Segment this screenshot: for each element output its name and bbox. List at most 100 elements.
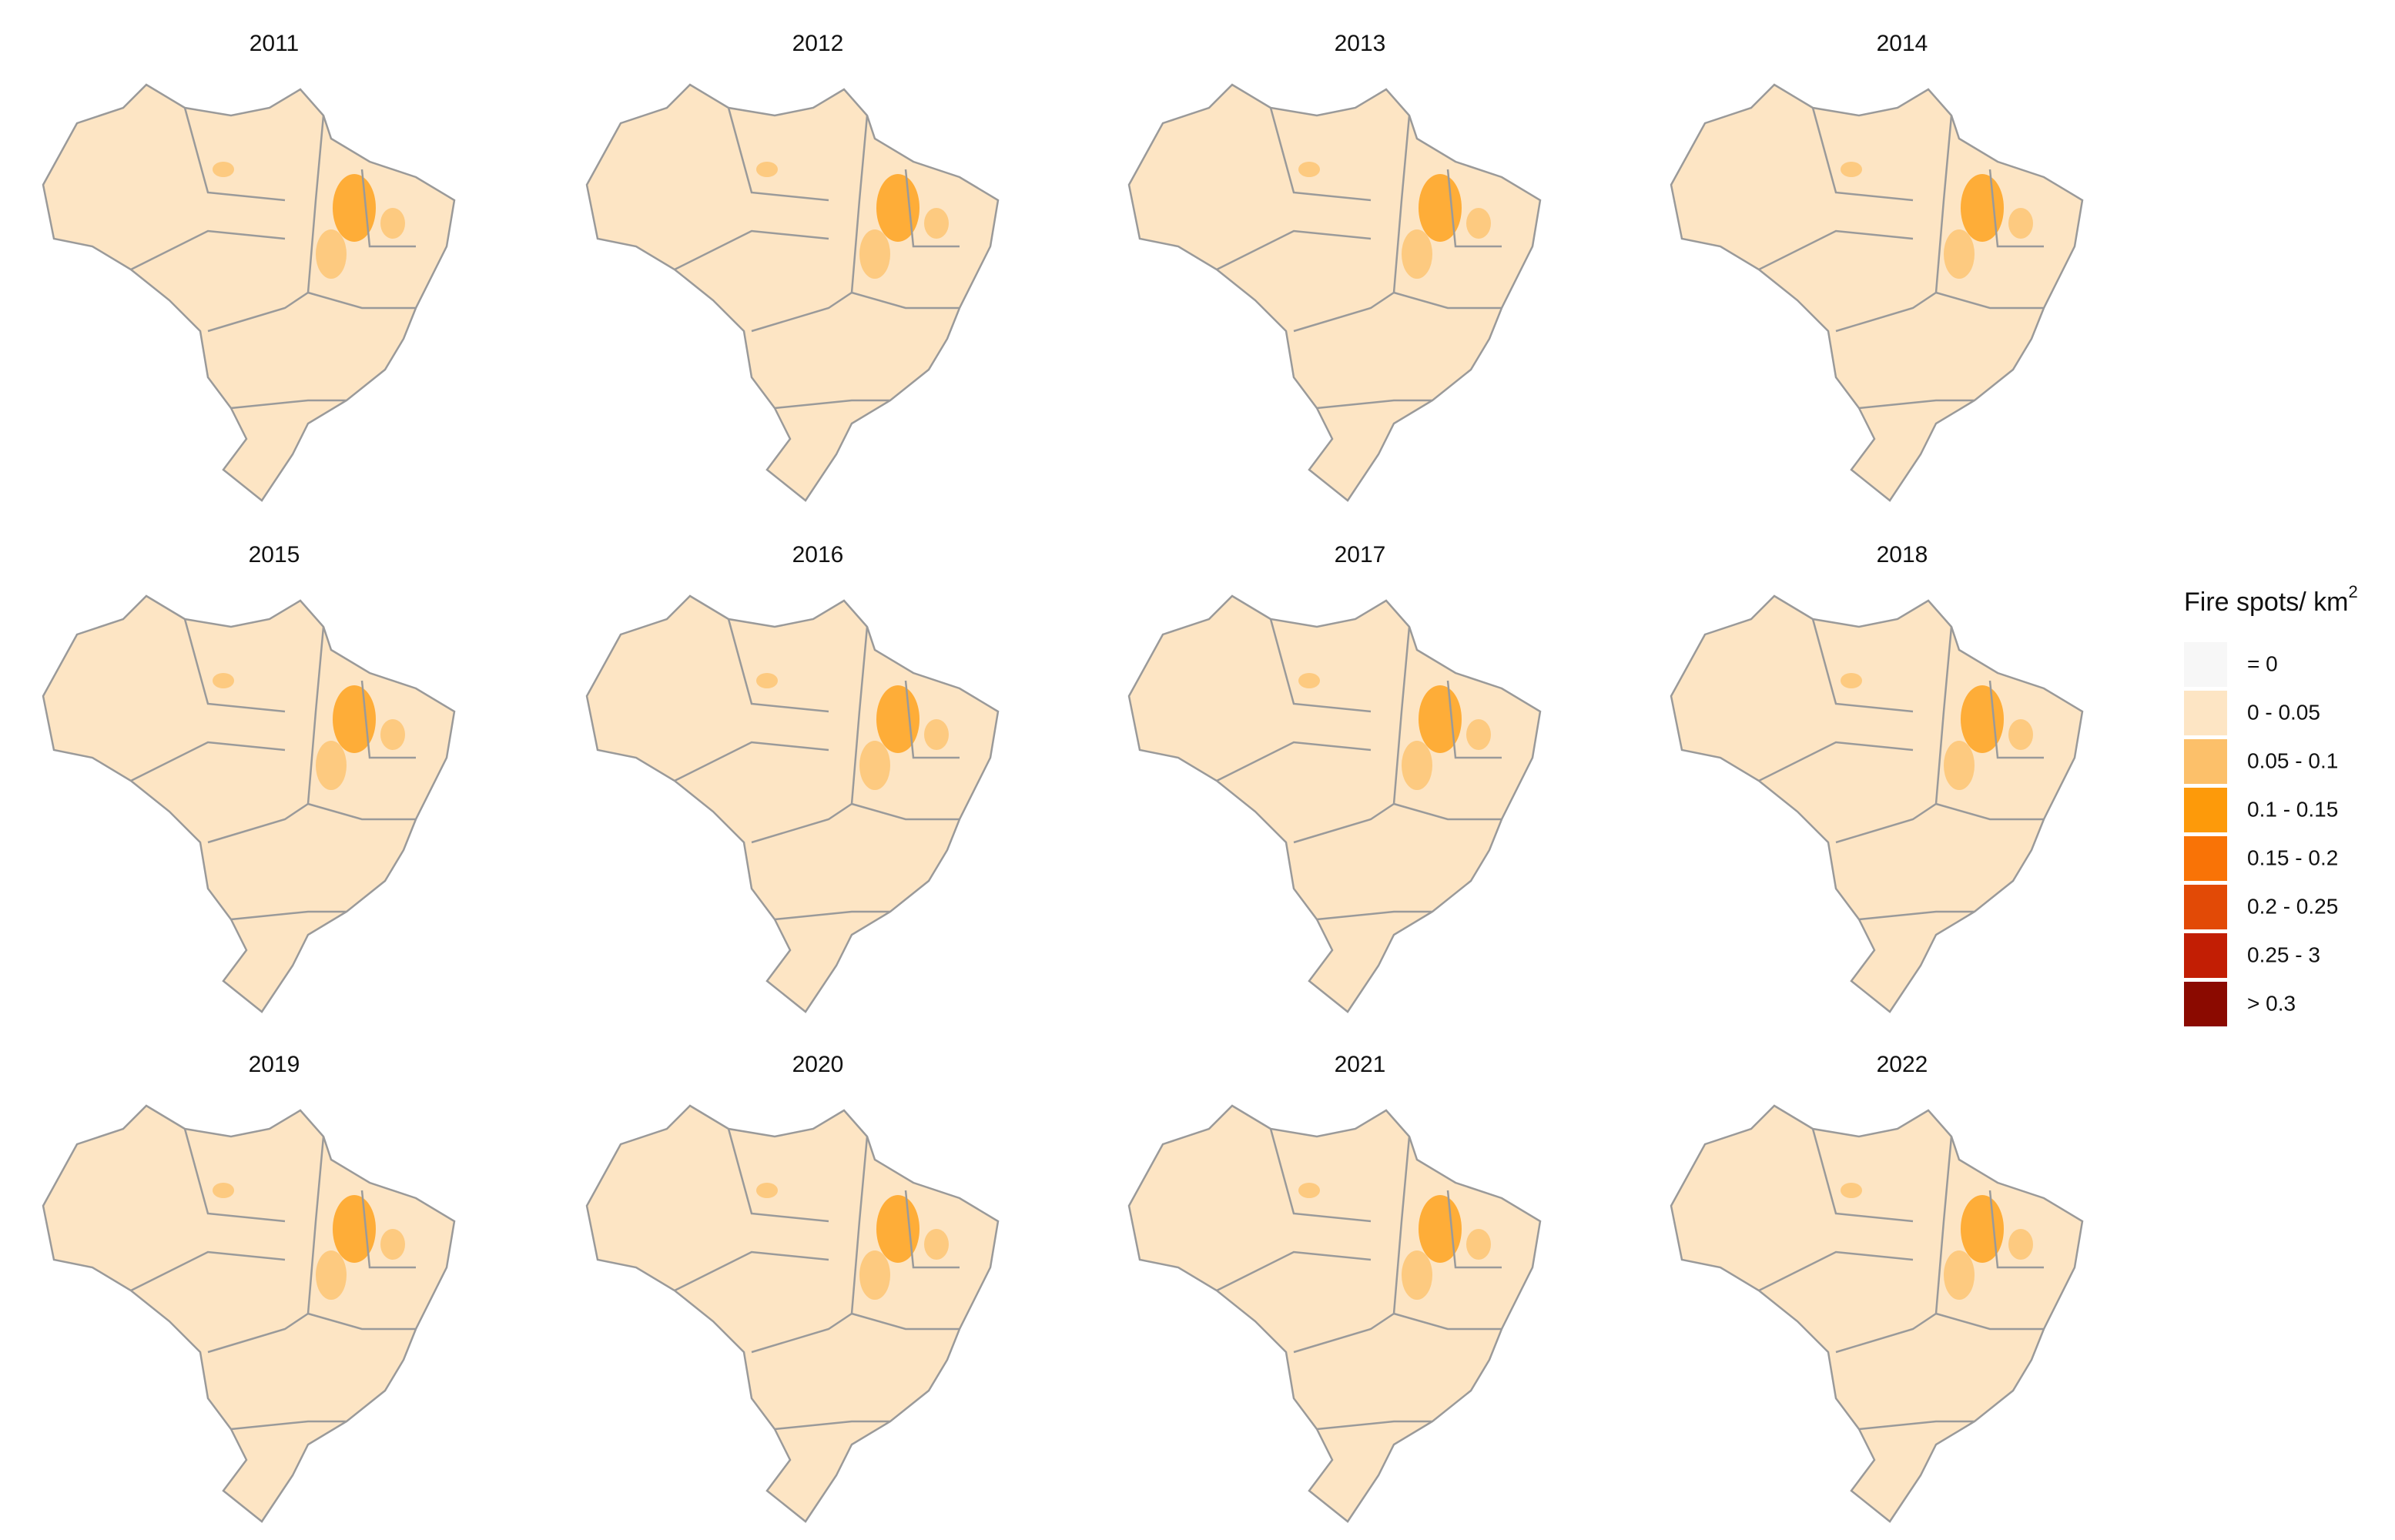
panel-title: 2020 bbox=[792, 1052, 844, 1077]
map bbox=[1127, 1104, 1542, 1523]
state-border bbox=[183, 107, 286, 202]
state-border bbox=[1216, 229, 1372, 271]
fire-area bbox=[1402, 229, 1432, 279]
state-border bbox=[1811, 618, 1914, 713]
state-border bbox=[1392, 626, 1411, 805]
fire-area bbox=[1419, 685, 1462, 753]
state-border bbox=[1392, 1136, 1411, 1314]
panel-title: 2022 bbox=[1877, 1052, 1928, 1077]
fire-area bbox=[1944, 1250, 1975, 1300]
country-shape bbox=[1670, 1104, 2084, 1523]
state-border bbox=[1316, 910, 1432, 921]
legend-swatch bbox=[2184, 642, 2227, 687]
state-border bbox=[774, 399, 890, 410]
state-border bbox=[1293, 291, 1395, 333]
fire-area bbox=[859, 1250, 890, 1300]
state-border bbox=[774, 1420, 890, 1431]
state-border bbox=[1934, 115, 1953, 293]
fire-area bbox=[2008, 1229, 2033, 1260]
fire-area bbox=[859, 741, 890, 790]
state-border bbox=[306, 626, 325, 805]
state-border bbox=[727, 618, 829, 713]
map bbox=[585, 594, 1000, 1013]
fire-area bbox=[1961, 174, 2004, 242]
panel-title: 2016 bbox=[792, 542, 844, 567]
country-shape bbox=[1127, 83, 1542, 502]
legend-swatch bbox=[2184, 885, 2227, 929]
state-border bbox=[774, 910, 890, 921]
state-border bbox=[1835, 802, 1937, 844]
fire-area bbox=[316, 229, 347, 279]
country-shape bbox=[42, 83, 456, 502]
state-border bbox=[904, 1190, 960, 1269]
state-border bbox=[360, 169, 416, 248]
state-border bbox=[1293, 1312, 1395, 1354]
fire-area bbox=[1841, 1183, 1862, 1198]
panel-title: 2012 bbox=[792, 31, 844, 56]
country-shape bbox=[1127, 594, 1542, 1013]
state-border bbox=[130, 741, 286, 782]
fire-area bbox=[333, 174, 376, 242]
panel-title: 2018 bbox=[1877, 542, 1928, 567]
panel-title: 2014 bbox=[1877, 31, 1928, 56]
panel-title: 2013 bbox=[1335, 31, 1386, 56]
state-border bbox=[1216, 741, 1372, 782]
state-border bbox=[751, 802, 852, 844]
map bbox=[1670, 1104, 2084, 1523]
state-border bbox=[183, 618, 286, 713]
map bbox=[1670, 594, 2084, 1013]
fire-area bbox=[316, 741, 347, 790]
state-border bbox=[1269, 1128, 1372, 1223]
fire-area bbox=[1298, 673, 1320, 688]
fire-area bbox=[380, 719, 405, 750]
state-border bbox=[1935, 802, 2044, 821]
legend-swatch bbox=[2184, 982, 2227, 1026]
legend-title-superscript: 2 bbox=[2348, 582, 2357, 601]
state-border bbox=[904, 680, 960, 759]
state-border bbox=[1858, 1420, 1975, 1431]
state-border bbox=[727, 1128, 829, 1223]
state-border bbox=[306, 1136, 325, 1314]
fire-area bbox=[876, 174, 919, 242]
fire-area bbox=[2008, 208, 2033, 239]
legend-title-text: Fire spots/ km bbox=[2184, 588, 2348, 617]
state-border bbox=[850, 626, 869, 805]
state-border bbox=[130, 1250, 286, 1292]
fire-area bbox=[213, 673, 234, 688]
fire-area bbox=[1402, 741, 1432, 790]
country-shape bbox=[1670, 594, 2084, 1013]
legend-label: = 0 bbox=[2247, 651, 2278, 675]
panel-title: 2015 bbox=[249, 542, 300, 567]
fire-area bbox=[316, 1250, 347, 1300]
state-border bbox=[1216, 1250, 1372, 1292]
panel-title: 2019 bbox=[249, 1052, 300, 1077]
fire-area bbox=[924, 719, 949, 750]
map bbox=[585, 1104, 1000, 1523]
state-border bbox=[1988, 680, 2044, 759]
country-shape bbox=[1670, 83, 2084, 502]
state-border bbox=[1935, 1312, 2044, 1331]
map bbox=[42, 83, 456, 502]
state-border bbox=[230, 399, 347, 410]
state-border bbox=[851, 1312, 960, 1331]
fire-area bbox=[756, 162, 778, 177]
state-border bbox=[751, 1312, 852, 1354]
state-border bbox=[307, 802, 416, 821]
state-border bbox=[230, 1420, 347, 1431]
legend-label: 0 - 0.05 bbox=[2247, 700, 2320, 724]
state-border bbox=[1835, 291, 1937, 333]
map bbox=[42, 594, 456, 1013]
fire-area bbox=[1402, 1250, 1432, 1300]
legend-swatch bbox=[2184, 788, 2227, 832]
legend-label: 0.25 - 3 bbox=[2247, 942, 2320, 966]
legend-title: Fire spots/ km2 bbox=[2184, 582, 2358, 617]
state-border bbox=[1934, 626, 1953, 805]
state-border bbox=[904, 169, 960, 248]
fire-area bbox=[380, 208, 405, 239]
state-border bbox=[851, 802, 960, 821]
fire-area bbox=[333, 685, 376, 753]
panel-title: 2011 bbox=[250, 31, 300, 56]
state-border bbox=[207, 802, 309, 844]
state-border bbox=[130, 229, 286, 271]
country-shape bbox=[585, 83, 1000, 502]
